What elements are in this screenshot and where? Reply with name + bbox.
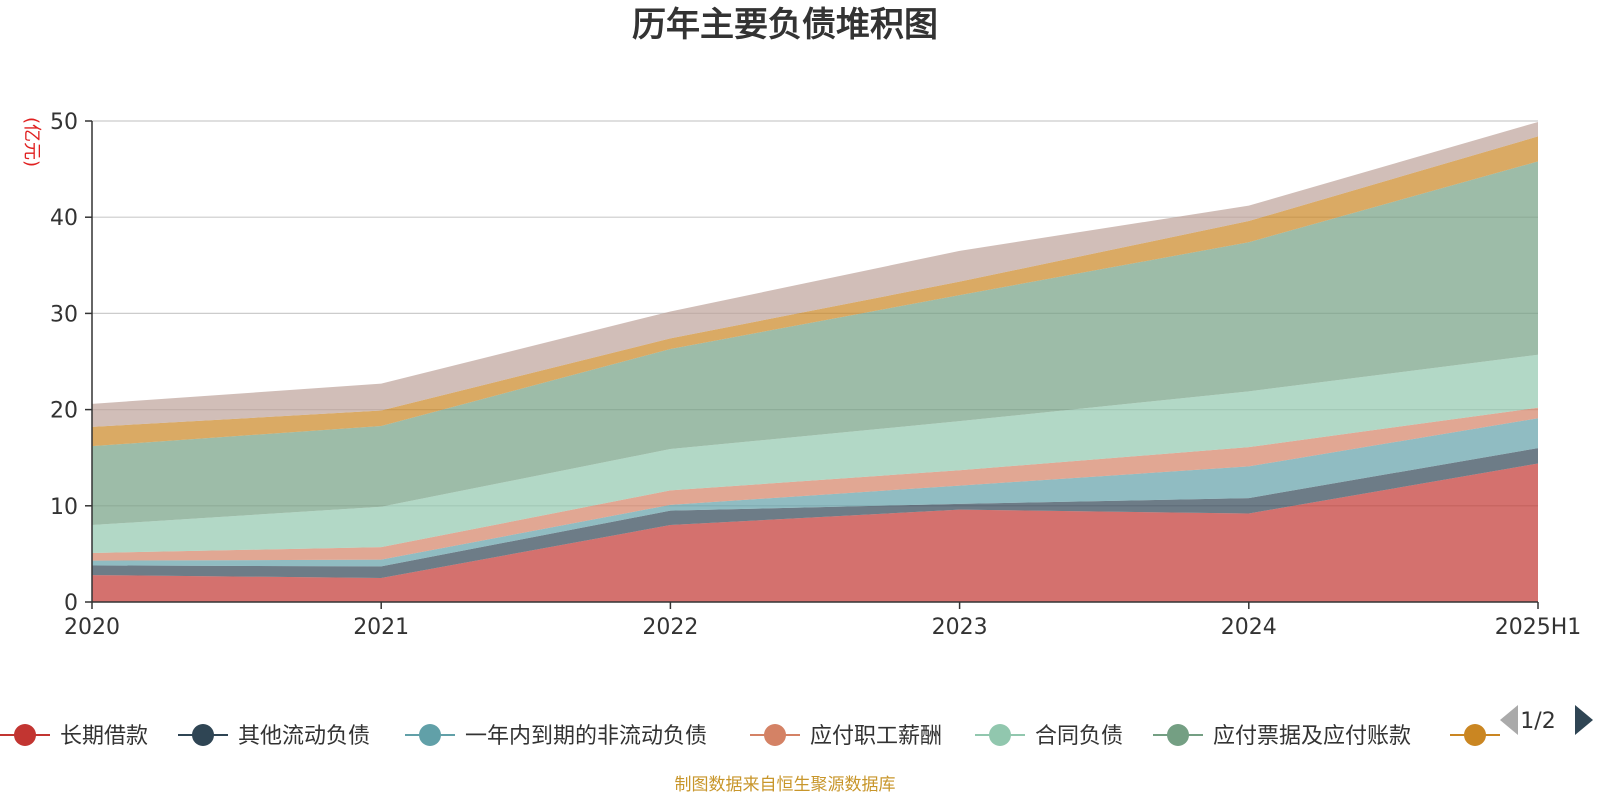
y-axis-unit-label: (亿元) bbox=[21, 117, 42, 167]
legend-marker-icon bbox=[989, 724, 1011, 746]
x-tick-label: 2022 bbox=[642, 615, 698, 640]
y-tick-label: 20 bbox=[50, 399, 78, 424]
legend-page-indicator: 1/2 bbox=[1520, 709, 1555, 734]
legend-item-5[interactable]: 合同负债 bbox=[975, 724, 1123, 749]
area-series-5 bbox=[92, 354, 1538, 553]
axes bbox=[85, 120, 1539, 609]
data-source-note: 制图数据来自恒生聚源数据库 bbox=[675, 775, 896, 795]
area-series-1 bbox=[92, 463, 1538, 602]
legend-label: 应付职工薪酬 bbox=[810, 724, 942, 749]
legend: 长期借款 其他流动负债 一年内到期的非流动负债 应付职工薪酬 合同负债 应付票据及应付账款 bbox=[0, 724, 1500, 749]
legend-label: 合同负债 bbox=[1035, 724, 1123, 749]
area-series-4 bbox=[92, 407, 1538, 561]
legend-next-page-icon[interactable] bbox=[1575, 705, 1593, 735]
area-series-3 bbox=[92, 418, 1538, 567]
legend-label: 其他流动负债 bbox=[238, 724, 370, 749]
legend-label: 一年内到期的非流动负债 bbox=[465, 724, 707, 749]
chart-title: 历年主要负债堆积图 bbox=[632, 5, 938, 45]
legend-label: 长期借款 bbox=[60, 724, 148, 749]
x-tick-label: 2023 bbox=[932, 615, 988, 640]
legend-label: 应付票据及应付账款 bbox=[1213, 724, 1411, 749]
x-tick-label: 2024 bbox=[1221, 615, 1277, 640]
x-tick-label: 2020 bbox=[64, 615, 120, 640]
legend-marker-icon bbox=[192, 724, 214, 746]
x-tick-label: 2025H1 bbox=[1495, 615, 1582, 640]
legend-marker-icon bbox=[14, 724, 36, 746]
legend-marker-icon bbox=[1464, 724, 1486, 746]
area-series-2 bbox=[92, 448, 1538, 578]
y-tick-labels: 0 10 20 30 40 50 bbox=[50, 110, 78, 616]
legend-item-4[interactable]: 应付职工薪酬 bbox=[750, 724, 942, 749]
area-series-6 bbox=[92, 161, 1538, 526]
legend-marker-icon bbox=[764, 724, 786, 746]
area-series-layer bbox=[92, 121, 1538, 602]
legend-item-7[interactable] bbox=[1450, 724, 1500, 746]
legend-pager: 1/2 bbox=[1500, 705, 1593, 735]
legend-marker-icon bbox=[419, 724, 441, 746]
legend-marker-icon bbox=[1167, 724, 1189, 746]
x-tick-labels: 2020 2021 2022 2023 2024 2025H1 bbox=[64, 615, 1581, 640]
y-tick-label: 0 bbox=[64, 591, 78, 616]
legend-item-2[interactable]: 其他流动负债 bbox=[178, 724, 370, 749]
x-tick-label: 2021 bbox=[353, 615, 409, 640]
y-tick-label: 40 bbox=[50, 206, 78, 231]
legend-item-6[interactable]: 应付票据及应付账款 bbox=[1153, 724, 1411, 749]
y-tick-label: 30 bbox=[50, 302, 78, 327]
legend-item-1[interactable]: 长期借款 bbox=[0, 724, 148, 749]
area-series-8 bbox=[92, 121, 1538, 427]
legend-item-3[interactable]: 一年内到期的非流动负债 bbox=[405, 724, 707, 749]
y-tick-label: 10 bbox=[50, 495, 78, 520]
y-tick-label: 50 bbox=[50, 110, 78, 135]
legend-prev-page-icon[interactable] bbox=[1500, 705, 1518, 735]
